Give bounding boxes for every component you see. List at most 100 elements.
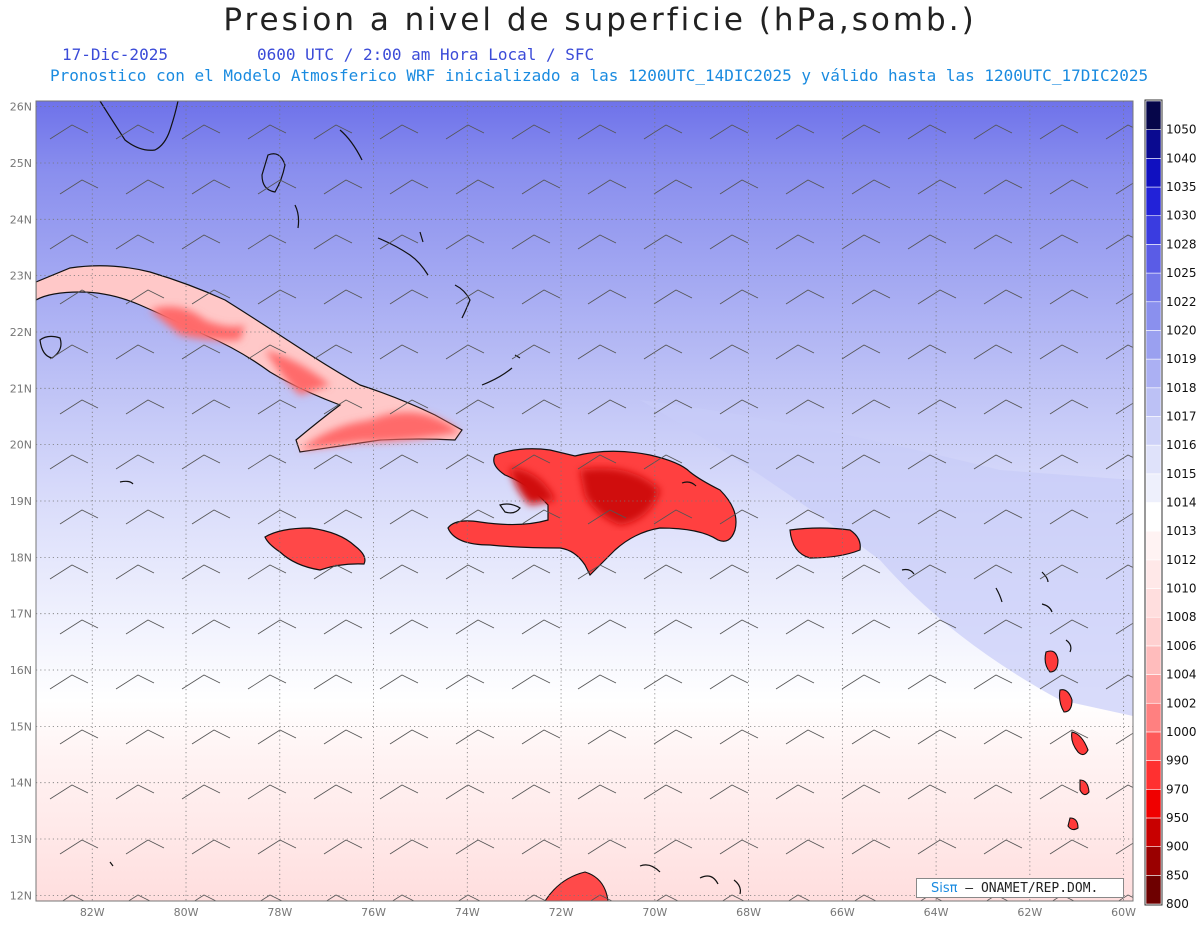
wind-barb <box>841 564 881 580</box>
wind-barb <box>653 509 693 525</box>
wind-barb <box>1039 564 1079 580</box>
wind-barb <box>257 509 297 525</box>
wind-barb <box>917 179 957 195</box>
colorbar-label: 1000 <box>1166 725 1197 739</box>
wind-barb <box>785 509 825 525</box>
wind-barb <box>455 729 495 745</box>
colorbar-label: 850 <box>1166 868 1189 882</box>
wind-barb <box>775 674 815 690</box>
wind-barb <box>379 784 419 800</box>
wind-barb <box>455 179 495 195</box>
wind-barb <box>1039 784 1079 800</box>
wind-barb <box>389 619 429 635</box>
wind-barb <box>191 839 231 855</box>
wind-barb <box>247 234 287 250</box>
wind-barb <box>247 124 287 140</box>
wind-barb <box>49 454 89 470</box>
wind-barb <box>511 124 551 140</box>
wind-barb <box>709 784 749 800</box>
wind-barb <box>577 674 617 690</box>
wind-barb <box>323 619 363 635</box>
wind-barb <box>247 454 287 470</box>
wind-barb <box>907 344 947 360</box>
wind-barb <box>577 784 617 800</box>
wind-barb <box>1049 399 1089 415</box>
y-tick-label: 19N <box>10 495 32 508</box>
wind-barb <box>719 289 759 305</box>
wind-barb <box>379 454 419 470</box>
credit-text: – ONAMET/REP.DOM. <box>965 881 1099 896</box>
y-tick-label: 16N <box>10 664 32 677</box>
wind-barb <box>587 399 627 415</box>
colorbar-swatch <box>1145 387 1162 417</box>
sispi-logo: Sisπ <box>931 881 958 896</box>
wind-barb <box>125 619 165 635</box>
venezuela-coast <box>544 871 609 901</box>
wind-barb <box>1049 839 1089 855</box>
wind-barb <box>577 564 617 580</box>
wind-barb <box>643 674 683 690</box>
wind-barb <box>455 839 495 855</box>
y-tick-label: 26N <box>10 101 32 114</box>
wind-barb <box>59 729 99 745</box>
colorbar-swatch <box>1145 817 1162 847</box>
wind-barb <box>59 839 99 855</box>
wind-barb <box>709 124 749 140</box>
wind-barb <box>115 564 155 580</box>
wind-barb <box>181 124 221 140</box>
forecast-date: 17-Dic-2025 <box>62 45 168 64</box>
wind-barb <box>851 729 891 745</box>
colorbar-swatch <box>1145 215 1162 245</box>
wind-barb <box>1105 564 1133 580</box>
wind-barb <box>587 509 627 525</box>
wind-barb <box>917 619 957 635</box>
wind-barb <box>1049 509 1089 525</box>
wind-barb <box>709 234 749 250</box>
y-tick-label: 13N <box>10 833 32 846</box>
wind-barb <box>841 344 881 360</box>
colorbar-swatch <box>1145 158 1162 188</box>
y-tick-label: 18N <box>10 551 32 564</box>
wind-barb <box>125 289 165 305</box>
colorbar-label: 1014 <box>1166 496 1197 510</box>
wind-barb <box>1049 179 1089 195</box>
wind-barb <box>1039 124 1079 140</box>
map-title: Presion a nivel de superficie (hPa,somb.… <box>223 2 977 38</box>
wind-barb <box>313 564 353 580</box>
wind-barb <box>907 784 947 800</box>
wind-barb <box>247 784 287 800</box>
colorbar-label: 990 <box>1166 754 1189 768</box>
wind-barb <box>523 894 547 901</box>
wind-barb <box>577 234 617 250</box>
colorbar-label: 1030 <box>1166 209 1197 223</box>
colorbar-swatch <box>1145 186 1162 217</box>
wind-barb <box>125 509 165 525</box>
wind-barb <box>577 124 617 140</box>
x-axis-ticks: 82W 80W 78W 76W 74W 72W 70W 68W 66W 64W 62W 60W <box>80 906 1136 919</box>
wind-barb <box>1039 454 1079 470</box>
wind-barb <box>49 234 89 250</box>
wind-barb <box>1049 729 1089 745</box>
colorbar-label: 1028 <box>1166 237 1197 251</box>
graticule <box>36 101 1133 901</box>
wind-barb <box>785 619 825 635</box>
x-tick-label: 66W <box>830 906 855 919</box>
wind-barb <box>983 509 1023 525</box>
wind-barb <box>643 124 683 140</box>
wind-barb <box>653 839 693 855</box>
colorbar-swatch <box>1145 502 1162 532</box>
wind-barb <box>323 179 363 195</box>
wind-barb <box>917 839 957 855</box>
colorbar-label: 800 <box>1166 897 1189 911</box>
jamaica-land <box>264 527 366 571</box>
wind-barb <box>907 674 947 690</box>
wind-barb <box>1115 732 1133 745</box>
wind-barb <box>511 234 551 250</box>
colorbar-label: 1019 <box>1166 352 1197 366</box>
colorbar-swatch <box>1145 444 1162 475</box>
wind-barb <box>313 454 353 470</box>
wind-barb <box>247 674 287 690</box>
wind-barb <box>643 564 683 580</box>
wind-barb <box>521 839 561 855</box>
wind-barb <box>181 454 221 470</box>
